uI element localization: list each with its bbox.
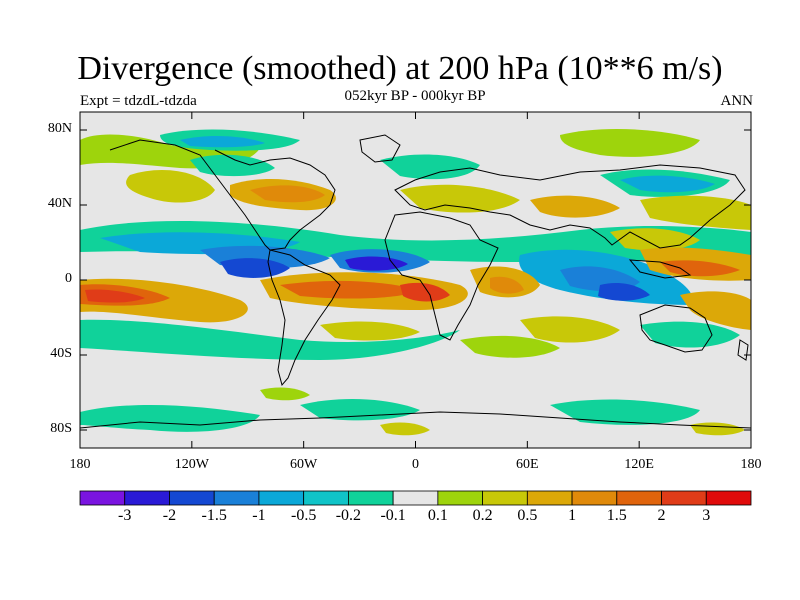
lat-tick-label: 0 [65,271,72,286]
colorbar-label: -0.1 [380,507,406,524]
colorbar-swatch [213,490,260,506]
lat-tick-label: 40N [47,196,72,211]
experiment-label: Expt = tdzdL-tdzda [80,93,197,109]
field-region [260,387,310,401]
lon-tick-label: 120E [624,457,654,472]
lon-tick-label: 180 [69,457,91,472]
coastline-south-america [267,249,341,387]
colorbar-swatch [437,490,484,506]
coastline-new-zealand [737,339,749,361]
season-label: ANN [720,93,754,109]
colorbar [79,490,752,506]
colorbar-label: -1.5 [201,507,227,524]
coastline-antarctica [80,411,751,429]
colorbar-label: -2 [162,507,177,524]
field-region [380,154,480,180]
colorbar-swatch [705,490,752,506]
colorbar-label: 0.5 [517,507,538,524]
field-region [490,276,524,294]
field-region [345,256,408,271]
colorbar-swatch [169,490,215,506]
lon-tick-label: 120W [174,457,209,472]
colorbar-label: -3 [118,507,132,524]
colorbar-swatch [79,490,126,506]
field-region [560,128,700,157]
field-region [598,283,650,301]
colorbar-label: 3 [702,507,711,524]
coastline-africa [384,211,499,341]
colorbar-label: 2 [657,507,666,524]
coastline-maritime-continent [628,259,692,279]
field-region [640,195,751,230]
colorbar-label: -0.2 [335,507,362,524]
colorbar-swatch [392,490,439,506]
field-region [380,422,430,436]
field-region [660,260,740,277]
field-region [400,184,520,213]
lon-tick-label: 60E [516,457,539,472]
lat-tick-label: 40S [50,346,72,361]
coastline-greenland [359,134,401,163]
axis-ticks [79,112,752,448]
colorbar-swatch [258,490,305,506]
colorbar-label: 0.2 [472,507,493,524]
field-region [400,282,450,302]
colorbar-swatch [571,490,618,506]
lat-tick-label: 80S [50,421,72,436]
field-region [520,316,620,343]
lon-tick-label: 180 [740,457,762,472]
colorbar-label: 0.1 [427,507,448,524]
map-title: Divergence (smoothed) at 200 hPa (10**6 … [77,50,723,87]
lon-tick-label: 60W [290,457,318,472]
field-region [126,170,215,203]
field-region [85,289,145,303]
colorbar-label: -1 [252,507,266,524]
colorbar-label: -0.5 [290,507,317,524]
colorbar-swatch [482,490,528,506]
field-region [550,399,700,425]
field-region [300,398,420,421]
field-region [80,319,460,360]
field-region [620,175,715,193]
field-region [640,321,740,348]
colorbar-swatch [526,490,573,506]
map-subtitle: 052kyr BP - 000kyr BP [344,88,486,104]
lat-tick-label: 80N [47,121,72,136]
colorbar-swatch [661,490,707,506]
field-region [680,291,751,330]
coastline-north-america [109,139,336,251]
field-region [250,185,325,203]
field-region [280,280,420,299]
coastline-eurasia [394,164,746,249]
field-region [180,136,265,148]
field-region [80,404,260,432]
field-region [320,321,420,341]
coastline-australia [639,304,713,353]
colorbar-swatch [616,490,662,506]
coastlines [80,134,751,429]
colorbar-swatch [124,490,170,506]
colorbar-swatch [303,490,349,506]
lon-tick-label: 0 [412,457,419,472]
colorbar-label: 1 [568,507,577,524]
colorbar-swatch [347,490,394,506]
field-shading [80,128,751,436]
field-region [220,258,290,278]
field-region [460,335,560,358]
colorbar-label: 1.5 [606,507,627,524]
field-region [530,195,620,218]
